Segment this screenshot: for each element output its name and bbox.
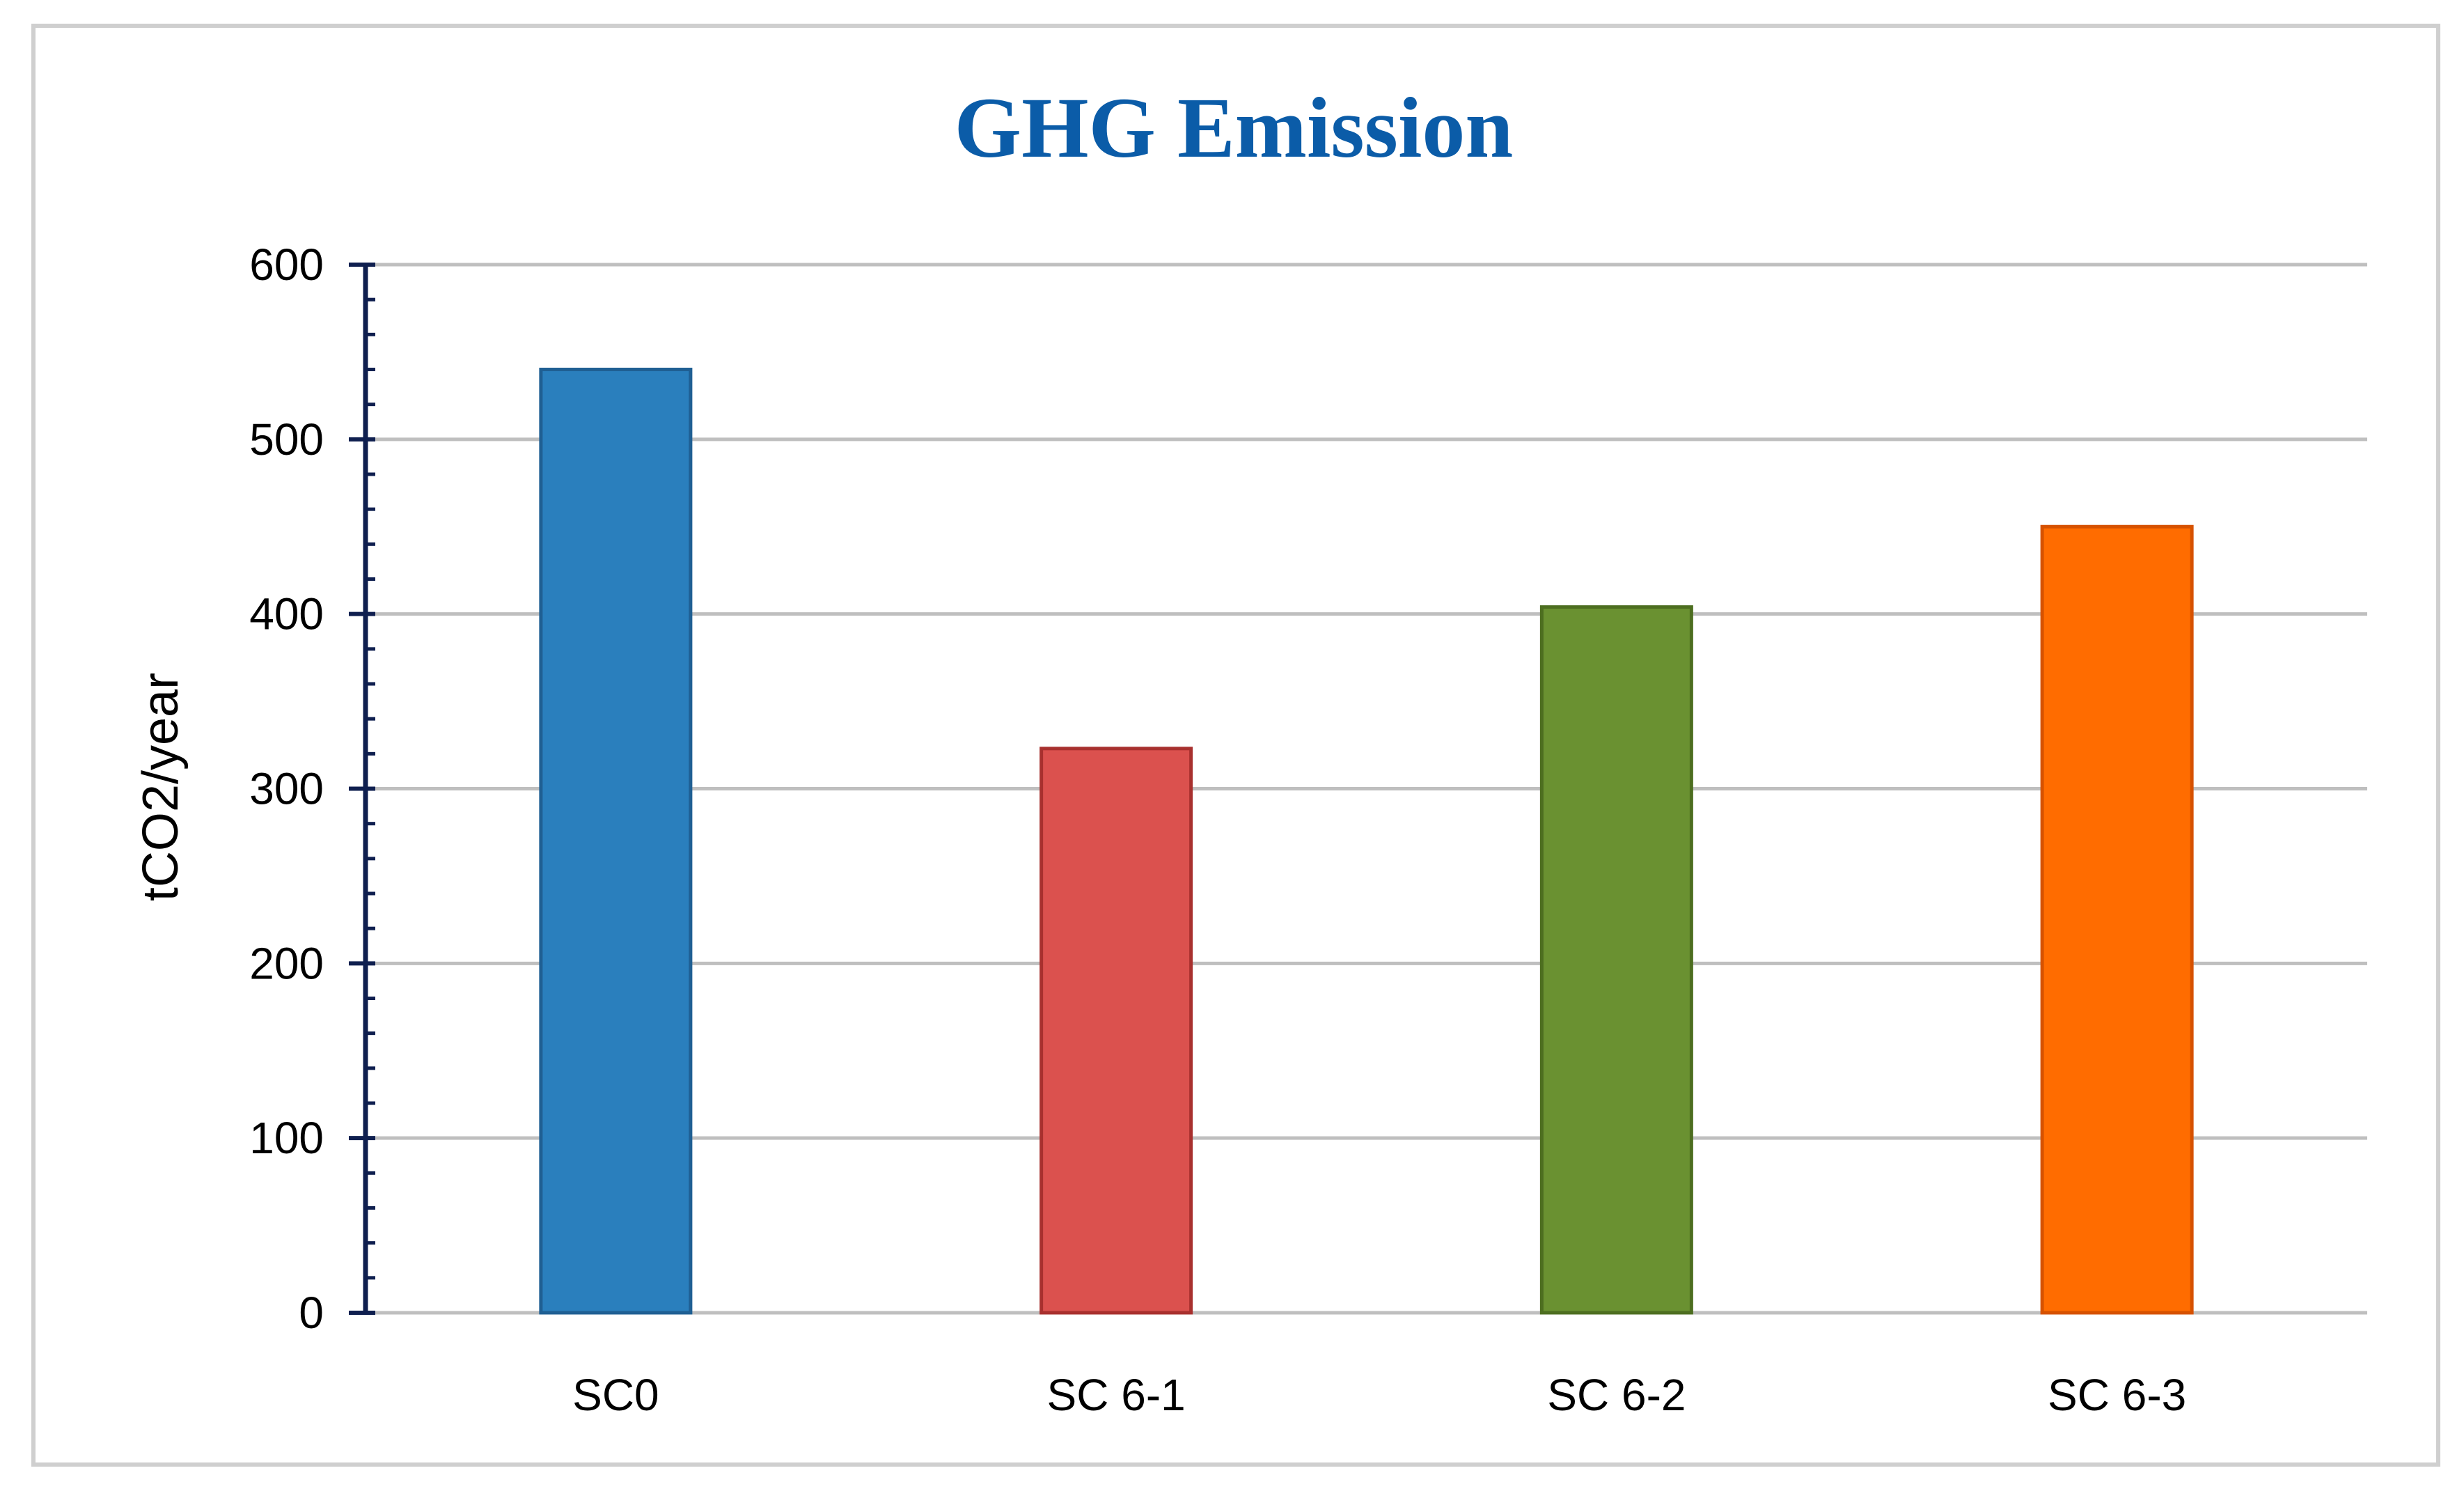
y-tick-label: 0	[299, 1288, 324, 1338]
x-tick-labels: SC0 SC 6-1 SC 6-2 SC 6-3	[572, 1370, 2186, 1420]
bar-sc-6-1	[1039, 747, 1193, 1315]
y-axis	[349, 263, 375, 1315]
bars	[539, 368, 2194, 1315]
y-tick-label: 500	[249, 414, 324, 465]
grid-lines	[366, 263, 2367, 1315]
bar-sc-6-2	[1539, 605, 1693, 1315]
x-tick-label: SC 6-1	[1047, 1370, 1186, 1420]
bar-sc0	[539, 368, 693, 1315]
y-tick-labels: 0 100 200 300 400 500 600	[249, 240, 324, 1338]
y-tick-label: 600	[249, 240, 324, 290]
y-tick-label: 100	[249, 1113, 324, 1163]
y-axis-label: tCO2/year	[133, 673, 189, 901]
x-tick-label: SC 6-3	[2048, 1370, 2186, 1420]
x-tick-label: SC 6-2	[1547, 1370, 1686, 1420]
y-tick-label: 200	[249, 938, 324, 988]
chart-title: GHG Emission	[955, 80, 1514, 175]
x-tick-label: SC0	[572, 1370, 659, 1420]
y-tick-label: 400	[249, 589, 324, 639]
bar-sc-6-3	[2040, 524, 2194, 1315]
y-tick-label: 300	[249, 764, 324, 814]
